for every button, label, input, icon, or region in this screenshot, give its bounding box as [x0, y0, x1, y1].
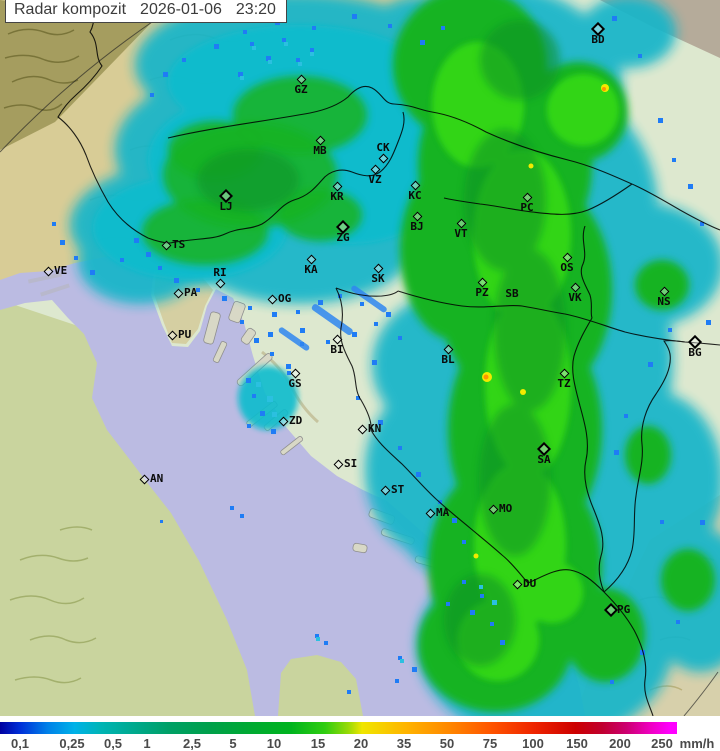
station-marker-SI-diamond-icon [333, 459, 343, 469]
station-label-CK: CK [376, 141, 390, 154]
colorbar-gradient [0, 722, 677, 734]
colorbar-tick-15: 250 [651, 736, 673, 751]
station-label-GS: GS [288, 377, 302, 390]
colorbar-tick-3: 1 [143, 736, 151, 751]
station-label-MO: MO [499, 502, 513, 515]
station-label-BJ: BJ [410, 220, 424, 233]
radar-map: BD GZ MB CK VZ KR LJ KC PC BJ VT ZG TS RI KA SK OS VE PA PZ… [0, 0, 720, 716]
colorbar-tick-1: 0,25 [59, 736, 85, 751]
station-label-ST: ST [391, 483, 405, 496]
station-label-NS: NS [657, 295, 671, 308]
station-marker-ZD-diamond-icon [278, 416, 288, 426]
station-label-PC: PC [520, 201, 534, 214]
station-layer: BD GZ MB CK VZ KR LJ KC PC BJ VT ZG TS RI KA SK OS VE PA PZ… [43, 21, 703, 618]
station-marker-TS-diamond-icon [161, 240, 171, 250]
station-marker-KN-diamond-icon [357, 424, 367, 434]
title-time: 23:20 [235, 1, 276, 18]
station-label-PZ: PZ [475, 286, 489, 299]
colorbar-tick-14: 200 [609, 736, 631, 751]
station-label-KR: KR [330, 190, 344, 203]
station-label-ZG: ZG [336, 231, 350, 244]
station-label-BL: BL [441, 353, 455, 366]
station-label-KC: KC [408, 189, 422, 202]
station-label-SB: SB [505, 287, 519, 300]
station-marker-OG-diamond-icon [267, 294, 277, 304]
station-marker-MO-diamond-icon [488, 504, 498, 514]
station-label-GZ: GZ [294, 83, 308, 96]
station-label-SI: SI [344, 457, 358, 470]
station-label-DU: DU [523, 577, 537, 590]
station-marker-RI-diamond-icon [215, 278, 225, 288]
station-label-VE: VE [54, 264, 68, 277]
station-label-RI: RI [213, 266, 227, 279]
station-label-OS: OS [560, 261, 574, 274]
station-marker-CK-diamond-icon [378, 153, 388, 163]
station-marker-AN-diamond-icon [139, 474, 149, 484]
colorbar-tick-5: 5 [229, 736, 237, 751]
station-marker-PU-diamond-icon [167, 330, 177, 340]
colorbar-tick-13: 150 [566, 736, 588, 751]
station-label-AN: AN [150, 472, 164, 485]
colorbar-tick-0: 0,1 [10, 736, 30, 751]
station-label-KN: KN [368, 422, 382, 435]
colorbar-tick-10: 50 [439, 736, 455, 751]
title-date: 2026-01-06 [140, 1, 222, 18]
station-marker-DU-diamond-icon [512, 579, 522, 589]
station-label-SK: SK [371, 272, 385, 285]
colorbar-tick-9: 35 [396, 736, 412, 751]
map-graphic [0, 0, 720, 716]
colorbar-unit: mm/h [679, 736, 715, 751]
title-bar: Radar kompozit 2026-01-06 23:20 [5, 0, 287, 23]
station-label-PA: PA [184, 286, 198, 299]
colorbar-tick-7: 15 [310, 736, 326, 751]
colorbar: mm/h 0,1 0,25 0,5 1 2,5 5 10 15 20 35 50 75 100 150 20… [0, 716, 720, 751]
colorbar-tick-8: 20 [353, 736, 369, 751]
station-label-PG: PG [617, 603, 631, 616]
colorbar-tick-11: 75 [482, 736, 498, 751]
station-marker-VE-diamond-icon [43, 266, 53, 276]
station-label-SA: SA [537, 453, 551, 466]
colorbar-tick-12: 100 [522, 736, 544, 751]
station-label-MA: MA [436, 506, 450, 519]
station-label-ZD: ZD [289, 414, 303, 427]
station-label-TS: TS [172, 238, 186, 251]
station-marker-ST-diamond-icon [380, 485, 390, 495]
station-label-VZ: VZ [368, 173, 382, 186]
station-label-PU: PU [178, 328, 192, 341]
station-label-OG: OG [278, 292, 292, 305]
station-marker-PG-diamond-icon [603, 602, 619, 618]
product-title: Radar kompozit [14, 1, 127, 18]
station-label-VT: VT [454, 227, 468, 240]
station-label-LJ: LJ [219, 200, 233, 213]
station-label-BD: BD [591, 33, 605, 46]
station-label-MB: MB [313, 144, 327, 157]
station-label-VK: VK [568, 291, 582, 304]
station-label-BI: BI [330, 343, 344, 356]
station-marker-PA-diamond-icon [173, 288, 183, 298]
station-label-BG: BG [688, 346, 702, 359]
colorbar-ticks: mm/h 0,1 0,25 0,5 1 2,5 5 10 15 20 35 50 75 100 150 20… [0, 736, 720, 751]
colorbar-tick-2: 0,5 [103, 736, 123, 751]
colorbar-tick-4: 2,5 [182, 736, 202, 751]
station-label-KA: KA [304, 263, 318, 276]
colorbar-tick-6: 10 [266, 736, 282, 751]
station-marker-MA-diamond-icon [425, 508, 435, 518]
station-label-TZ: TZ [557, 377, 571, 390]
